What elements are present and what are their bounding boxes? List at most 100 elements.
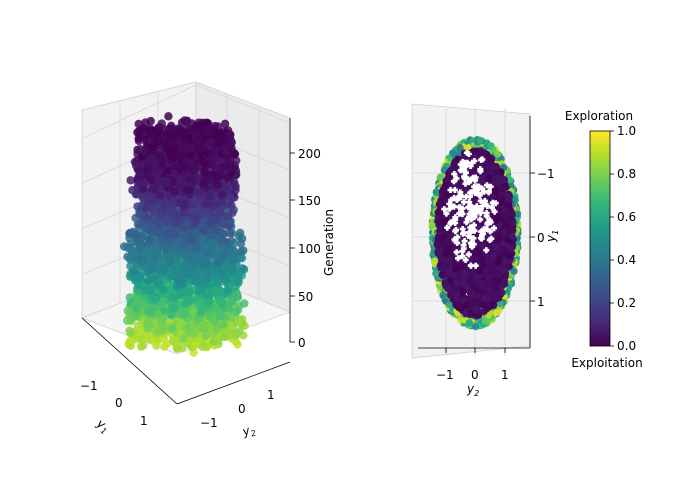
scatter-point xyxy=(168,153,177,162)
scatter-point xyxy=(157,239,166,248)
scatter-point xyxy=(211,305,221,315)
scatter-point xyxy=(199,158,208,167)
scatter-point xyxy=(152,341,161,350)
scatter-point xyxy=(168,137,177,147)
scatter-point xyxy=(152,248,162,258)
y2-axis-line xyxy=(176,361,291,405)
scatter-point xyxy=(211,318,220,327)
scatter-point xyxy=(167,310,176,319)
scatter-point xyxy=(193,230,202,239)
scatter-point xyxy=(144,211,153,220)
scatter-point xyxy=(432,188,440,196)
scatter-point xyxy=(138,334,148,343)
z-tick-label-200: 200 xyxy=(298,147,321,161)
scatter-point xyxy=(224,304,233,313)
scatter-point xyxy=(145,203,154,212)
scatter-point xyxy=(126,176,135,185)
scatter-point xyxy=(178,278,187,288)
scatter-point xyxy=(144,192,153,201)
scatter-point xyxy=(153,310,162,319)
scatter-point xyxy=(210,251,219,260)
left-3d-axes: 0 50 100 150 200 Generation −1 0 1 y1 −1… xyxy=(80,81,336,441)
y1-tick-label-neg1: −1 xyxy=(80,379,98,393)
scatter-point xyxy=(138,178,148,187)
y1-ticks: −1 0 1 xyxy=(80,379,148,428)
scatter-point xyxy=(184,158,193,167)
scatter-point xyxy=(182,117,191,126)
scatter-point xyxy=(229,274,238,284)
scatter-point xyxy=(213,181,223,190)
scatter-point xyxy=(148,265,157,274)
scatter-point xyxy=(139,184,148,193)
scatter-point xyxy=(147,142,157,152)
scatter-point xyxy=(167,323,177,333)
scatter-point xyxy=(159,285,168,294)
scatter-point xyxy=(156,144,165,153)
scatter-point xyxy=(219,320,228,329)
scatter-point xyxy=(185,287,194,296)
scatter-point xyxy=(178,179,187,188)
scatter-point xyxy=(169,169,178,178)
scatter-point xyxy=(480,149,488,157)
scatter-point xyxy=(177,127,187,136)
scatter-point xyxy=(132,293,141,302)
scatter-point xyxy=(154,177,163,186)
z-tick-label-100: 100 xyxy=(298,242,321,256)
scatter-point xyxy=(240,299,249,308)
scatter-point xyxy=(133,281,143,290)
scatter-point xyxy=(153,279,163,289)
right-top-view-axes: −1 0 1 y2 −1 0 1 y1 xyxy=(411,103,560,398)
scatter-point xyxy=(168,124,177,133)
y2-ticks: −1 0 1 xyxy=(200,388,275,430)
scatter-point xyxy=(143,282,152,292)
scatter-point xyxy=(143,276,153,285)
scatter-point xyxy=(193,242,202,252)
grid-line xyxy=(81,84,197,139)
scatter-point xyxy=(487,142,495,150)
scatter-point xyxy=(143,324,152,333)
scatter-point xyxy=(165,252,174,262)
scatter-point xyxy=(179,172,189,182)
left-scatter-points xyxy=(120,112,249,357)
scatter-point xyxy=(154,327,163,336)
scatter-point xyxy=(487,155,495,163)
scatter-point xyxy=(236,239,246,248)
scatter-point xyxy=(162,216,171,225)
scatter-point xyxy=(197,321,207,331)
scatter-point xyxy=(221,147,230,156)
scatter-point xyxy=(439,291,447,299)
scatter-point xyxy=(226,160,235,169)
scatter-point xyxy=(171,293,180,302)
scatter-point xyxy=(187,212,196,221)
scatter-point xyxy=(188,166,197,175)
scatter-point xyxy=(189,176,199,185)
scatter-point xyxy=(213,257,223,267)
scatter-point xyxy=(203,274,212,283)
scatter-point xyxy=(126,341,135,350)
scatter-point xyxy=(221,274,230,283)
scatter-point xyxy=(225,325,234,334)
scatter-point xyxy=(209,266,219,275)
scatter-point xyxy=(168,196,177,206)
scatter-point xyxy=(165,131,174,140)
scatter-point xyxy=(169,230,178,239)
scatter-point xyxy=(186,263,195,273)
scatter-point xyxy=(150,159,159,168)
scatter-point xyxy=(198,151,207,160)
y1-tick-label-0: 0 xyxy=(115,396,123,410)
scatter-point xyxy=(146,334,155,343)
scatter-point xyxy=(173,262,182,271)
scatter-point xyxy=(158,161,167,170)
scatter-point xyxy=(236,247,246,256)
scatter-point xyxy=(202,258,212,267)
scatter-point xyxy=(215,297,224,306)
scatter-point xyxy=(126,329,135,338)
scatter-point xyxy=(187,151,196,160)
scatter-point xyxy=(193,277,202,286)
z-tick-label-0: 0 xyxy=(298,336,306,350)
scatter-point xyxy=(149,294,158,303)
scatter-point xyxy=(214,132,224,141)
scatter-point xyxy=(120,242,129,251)
scatter-point xyxy=(180,310,189,319)
